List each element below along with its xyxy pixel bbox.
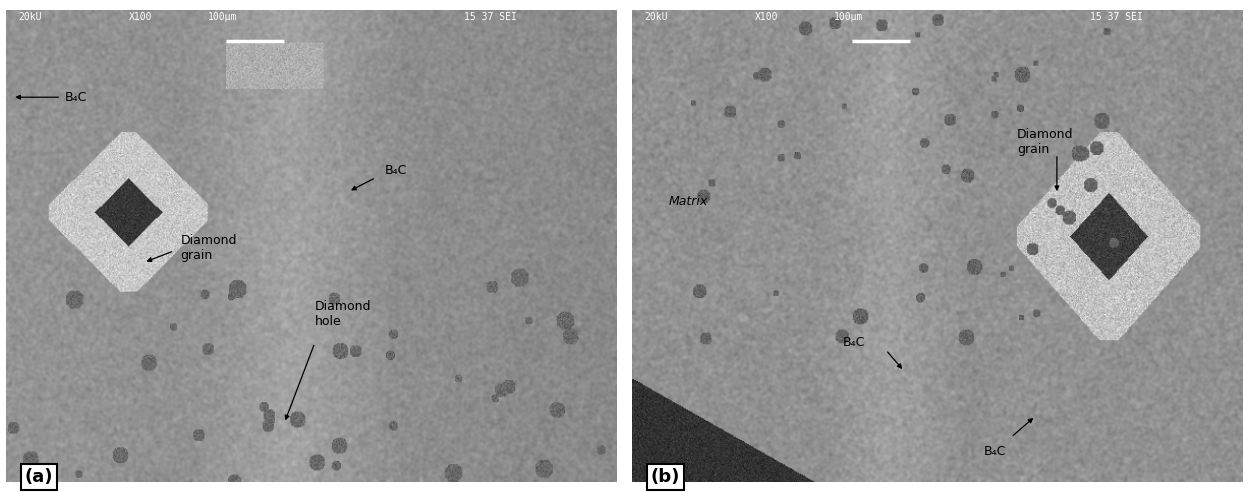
Text: X100: X100: [129, 12, 151, 22]
Text: B₄C: B₄C: [64, 91, 86, 104]
Text: Diamond
grain: Diamond grain: [1017, 128, 1074, 156]
Text: 20kU: 20kU: [645, 12, 669, 22]
Text: (b): (b): [651, 468, 680, 486]
Text: Diamond
grain: Diamond grain: [180, 234, 237, 262]
Text: (a): (a): [25, 468, 53, 486]
Text: 20kU: 20kU: [19, 12, 43, 22]
Text: 100μm: 100μm: [208, 12, 238, 22]
Text: B₄C: B₄C: [984, 445, 1005, 458]
Text: Diamond
hole: Diamond hole: [314, 301, 372, 329]
Text: 15 37 SEI: 15 37 SEI: [1090, 12, 1143, 22]
Text: 100μm: 100μm: [834, 12, 864, 22]
Text: X100: X100: [755, 12, 777, 22]
Text: Matrix: Matrix: [669, 195, 709, 208]
Text: B₄C: B₄C: [843, 337, 865, 349]
Text: 15 37 SEI: 15 37 SEI: [464, 12, 517, 22]
Text: B₄C: B₄C: [386, 164, 407, 177]
